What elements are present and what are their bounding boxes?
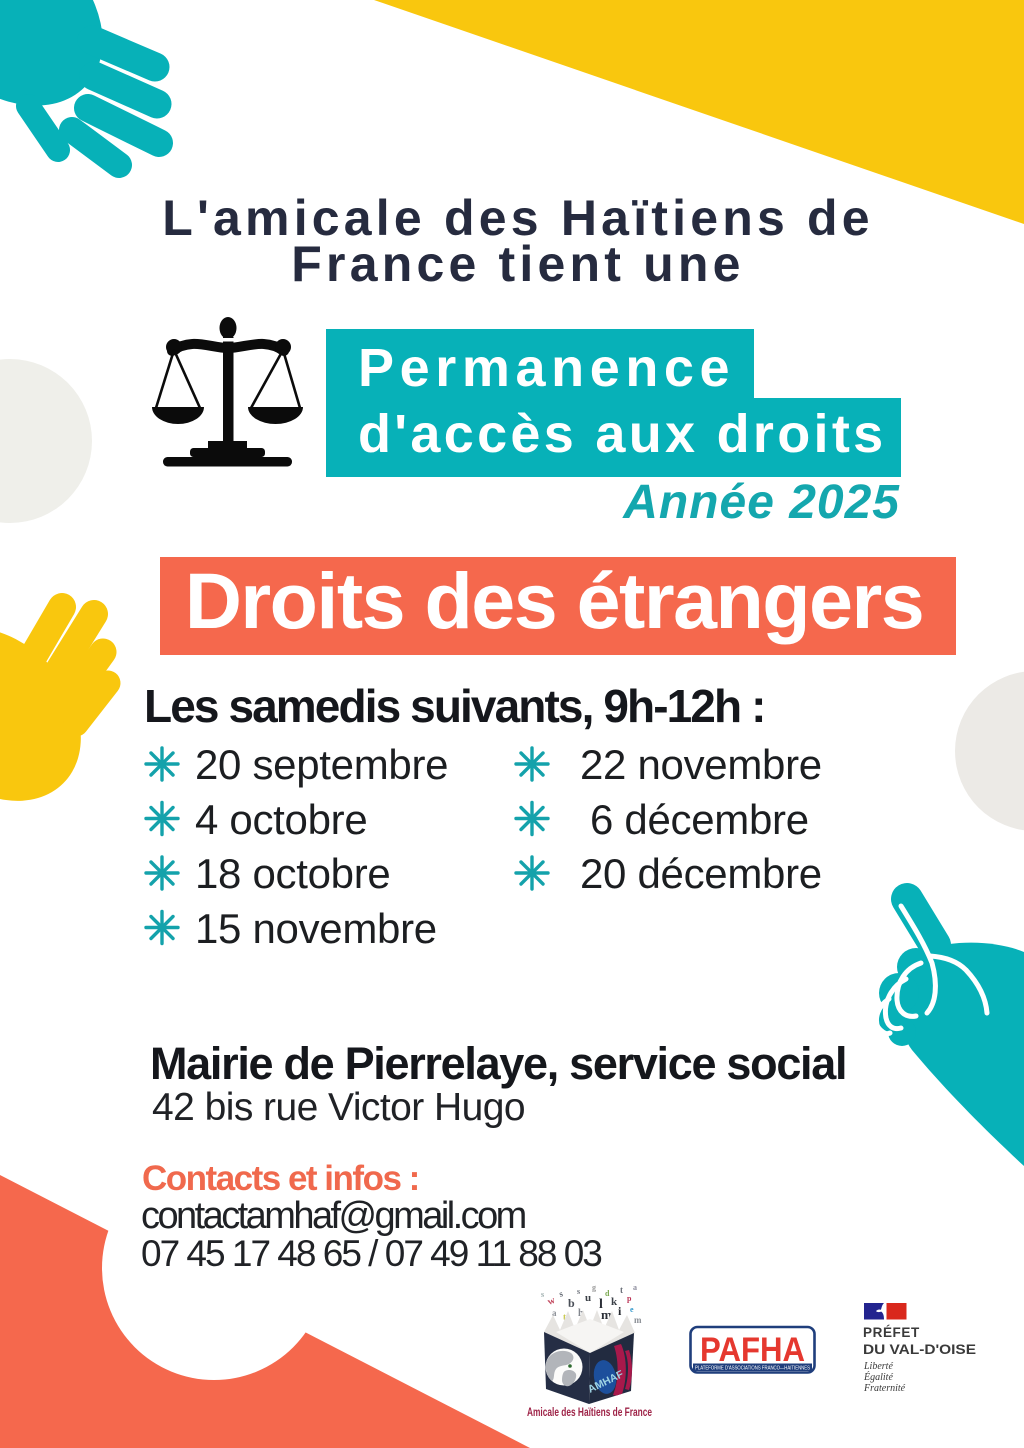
- svg-text:Fraternité: Fraternité: [863, 1383, 906, 1394]
- svg-text:u: u: [585, 1292, 591, 1304]
- svg-text:g: g: [592, 1283, 596, 1292]
- svg-text:k: k: [611, 1296, 618, 1308]
- svg-text:t: t: [620, 1285, 623, 1295]
- svg-text:Égalité: Égalité: [863, 1371, 893, 1383]
- svg-text:PRÉFET: PRÉFET: [863, 1325, 920, 1340]
- svg-text:DU VAL-D'OISE: DU VAL-D'OISE: [863, 1342, 976, 1357]
- svg-text:e: e: [630, 1305, 634, 1314]
- svg-text:a: a: [552, 1308, 557, 1318]
- svg-text:s: s: [558, 1288, 564, 1299]
- svg-text:s: s: [577, 1287, 580, 1296]
- svg-text:t: t: [563, 1312, 566, 1322]
- svg-text:m: m: [634, 1315, 642, 1325]
- svg-text:PLATEFORME D'ASSOCIATIONS FRAN: PLATEFORME D'ASSOCIATIONS FRANCO—HAITIEN…: [695, 1366, 810, 1372]
- svg-text:a: a: [633, 1283, 637, 1292]
- svg-text:b: b: [568, 1296, 575, 1310]
- svg-text:i: i: [618, 1304, 622, 1318]
- svg-text:w: w: [546, 1295, 558, 1308]
- svg-text:PAFHA: PAFHA: [700, 1331, 805, 1369]
- svg-text:d: d: [605, 1289, 610, 1298]
- svg-text:p: p: [627, 1294, 632, 1303]
- svg-text:Amicale des Haïtiens de France: Amicale des Haïtiens de France: [527, 1405, 652, 1419]
- svg-text:Liberté: Liberté: [863, 1361, 893, 1372]
- svg-text:h: h: [578, 1308, 584, 1319]
- svg-text:m: m: [601, 1307, 612, 1322]
- svg-text:s: s: [541, 1290, 544, 1299]
- svg-text:l: l: [599, 1297, 603, 1312]
